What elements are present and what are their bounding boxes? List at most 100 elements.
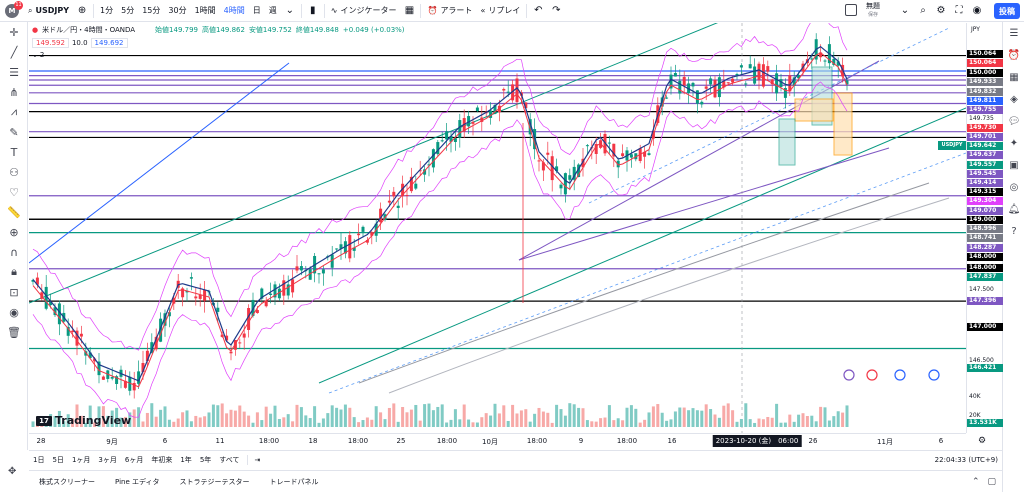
candle-body	[35, 277, 39, 285]
candle-body	[159, 318, 163, 342]
range-1m[interactable]: 1ヶ月	[71, 455, 91, 464]
lock-drawing-icon[interactable]: 🔒︎	[11, 265, 17, 278]
candle-body	[255, 310, 259, 314]
goto-date-icon[interactable]: ⇥	[254, 455, 261, 464]
volume-bar	[770, 417, 774, 427]
watchlist-icon[interactable]: ☰	[1009, 27, 1019, 39]
text-icon[interactable]: T	[10, 145, 18, 159]
tab-trading-panel[interactable]: トレードパネル	[269, 477, 319, 486]
zoom-in-icon[interactable]: ⊕	[9, 225, 19, 239]
replay-button[interactable]: « リプレイ	[476, 0, 524, 22]
data-window-icon[interactable]: ▦	[1009, 71, 1019, 83]
volume-bar	[682, 407, 686, 427]
time-label: 10月	[482, 438, 498, 446]
layers-icon[interactable]: ◈	[1010, 93, 1018, 105]
trash-icon[interactable]: 🗑︎	[7, 325, 21, 339]
timeframe-15m[interactable]: 15分	[142, 6, 161, 15]
gear-icon[interactable]: ⚙	[936, 5, 946, 16]
user-avatar[interactable]: M 11	[0, 0, 24, 22]
range-all[interactable]: すべて	[219, 455, 240, 464]
alarm-icon[interactable]: ⏰	[1007, 49, 1021, 61]
sell-price-button[interactable]: 149.592	[32, 38, 69, 48]
candle-body	[396, 205, 400, 208]
add-symbol-icon[interactable]: ⊕	[77, 5, 87, 16]
timeframe-30m[interactable]: 30分	[168, 6, 187, 15]
crosshair-icon[interactable]: ✛	[9, 25, 19, 39]
fullscreen-icon[interactable]: ⛶	[955, 5, 963, 16]
magnet-icon[interactable]: ∩	[9, 245, 19, 259]
notifications-icon[interactable]: 🔔︎	[1007, 203, 1021, 215]
timeframe-1d[interactable]: 日	[252, 6, 261, 15]
price-label: 148.996	[967, 225, 1003, 233]
help-icon[interactable]: ?	[1011, 225, 1017, 237]
tradingview-logo[interactable]: 17 TradingView	[36, 414, 131, 427]
settings-gear-icon[interactable]: ⚙	[977, 436, 987, 446]
candle-body	[585, 145, 589, 147]
search-icon[interactable]: ⌕	[920, 5, 926, 16]
legend-low: 安値149.752	[248, 26, 292, 34]
chart-canvas[interactable]	[29, 23, 966, 433]
camera-icon[interactable]: ◉	[972, 5, 982, 16]
timeframe-dropdown-icon[interactable]: ⌄	[285, 5, 294, 16]
alert-label: アラート	[440, 6, 473, 15]
range-ytd[interactable]: 年初来	[151, 455, 173, 464]
chevron-up-icon[interactable]: ⌃	[971, 476, 980, 487]
range-5d[interactable]: 5日	[52, 455, 64, 464]
indicators-button[interactable]: ∿ インジケーター	[327, 0, 401, 22]
brush-icon[interactable]: ✎	[9, 125, 19, 139]
tab-strategy-tester[interactable]: ストラテジーテスター	[179, 477, 250, 486]
channel-icon[interactable]: ⋔	[9, 85, 19, 99]
drawings-settings-icon[interactable]: ✥	[8, 466, 17, 477]
timeframe-4h[interactable]: 4時間	[223, 6, 245, 15]
price-axis[interactable]: JPY 150.064 150.064 150.000 149.933 149.832 1…	[966, 23, 1003, 433]
calendar-icon[interactable]: ▣	[1009, 159, 1019, 171]
date-range-bar: 1日 5日 1ヶ月 3ヶ月 6ヶ月 年初来 1年 5年 すべて ⇥ 22:04:…	[29, 450, 1002, 468]
range-1d[interactable]: 1日	[33, 455, 45, 464]
candle-body	[141, 362, 145, 373]
clock[interactable]: 22:04:33 (UTC+9)	[934, 455, 998, 464]
trend-line-icon[interactable]: ╱	[10, 45, 18, 59]
target-icon[interactable]: ◎	[1009, 181, 1019, 193]
eye-icon[interactable]: ◉	[9, 305, 19, 319]
symbol-search[interactable]: ⌕ USDJPY	[24, 0, 73, 22]
templates-icon[interactable]: ▦	[404, 5, 415, 16]
save-button[interactable]: 無題 保存	[866, 2, 880, 20]
redo-icon[interactable]: ↷	[552, 5, 561, 16]
chat-icon[interactable]: 💬︎	[1007, 115, 1021, 127]
volume-bar	[621, 420, 625, 427]
buy-price-button[interactable]: 149.692	[90, 38, 128, 48]
volume-bar	[731, 410, 735, 427]
timeframe-1m[interactable]: 1分	[100, 6, 114, 15]
pattern-icon[interactable]: ⩘	[10, 105, 18, 118]
post-button[interactable]: 投稿	[994, 3, 1020, 19]
maximize-icon[interactable]: ▢	[987, 476, 996, 487]
candle-style-icon[interactable]: ▮	[310, 5, 316, 16]
save-dropdown-icon[interactable]: ⌄	[900, 5, 910, 16]
range-3m[interactable]: 3ヶ月	[98, 455, 117, 464]
range-6m[interactable]: 6ヶ月	[124, 455, 144, 464]
timeframe-5m[interactable]: 5分	[121, 6, 135, 15]
range-5y[interactable]: 5年	[199, 455, 212, 464]
legend-title[interactable]: 米ドル／円・4時間・OANDA	[42, 26, 136, 34]
layout-icon[interactable]	[845, 4, 857, 16]
currency-label[interactable]: JPY	[971, 26, 980, 33]
candle-body	[357, 233, 361, 236]
tab-stock-screener[interactable]: 株式スクリーナー	[39, 477, 95, 486]
shapes-icon[interactable]: ⚇	[9, 165, 19, 179]
alert-button[interactable]: ⏰ アラート	[423, 0, 476, 22]
time-axis[interactable]: 28 9月 6 11 18:00 18 18:00 25 18:00 10月 18:00 9 18:00…	[29, 433, 966, 449]
tab-pine-editor[interactable]: Pine エディタ	[115, 477, 160, 486]
lock-icon[interactable]: ⊡	[9, 285, 19, 299]
range-1y[interactable]: 1年	[180, 455, 192, 464]
undo-icon[interactable]: ↶	[534, 5, 543, 16]
fib-icon[interactable]: ☰	[9, 65, 19, 79]
heart-icon[interactable]: ♡	[9, 185, 19, 199]
volume-bar	[638, 422, 642, 427]
timeframe-1w[interactable]: 週	[268, 6, 277, 15]
candle-body	[198, 294, 202, 299]
timeframe-1h[interactable]: 1時間	[194, 6, 216, 15]
indicator-toggle[interactable]: ⌄ 2	[32, 51, 405, 59]
ruler-icon[interactable]: 📏	[7, 205, 21, 219]
ideas-icon[interactable]: ✦	[1009, 137, 1019, 149]
chart-pane[interactable]	[29, 23, 966, 433]
